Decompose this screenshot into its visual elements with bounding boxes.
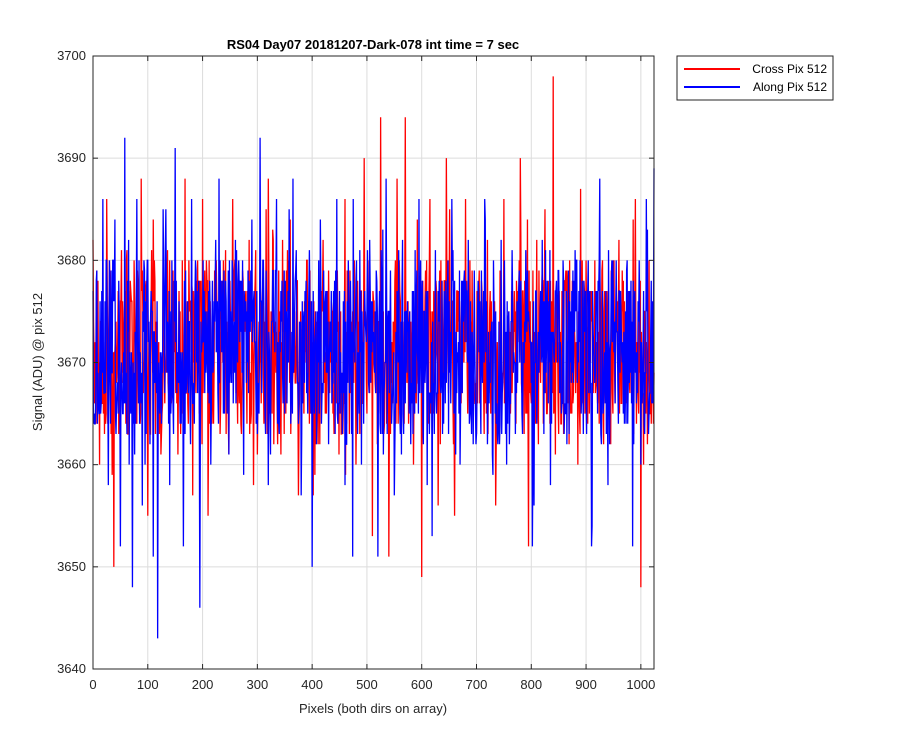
- axis-ticks: 0 100 200 300 400 500 600 700 800 900 1000 3640 3650…: [57, 48, 655, 692]
- series-line-along-pix-512: [92, 137, 655, 639]
- x-tick-label: 600: [411, 677, 433, 692]
- y-axis-label: Signal (ADU) @ pix 512: [30, 293, 45, 431]
- x-tick-label: 0: [89, 677, 96, 692]
- y-tick-label: 3670: [57, 355, 86, 370]
- y-tick-label: 3640: [57, 661, 86, 676]
- y-tick-label: 3700: [57, 48, 86, 63]
- x-tick-label: 100: [137, 677, 159, 692]
- legend: Cross Pix 512 Along Pix 512: [676, 55, 834, 101]
- y-tick-label: 3690: [57, 150, 86, 165]
- x-tick-label: 300: [247, 677, 269, 692]
- y-tick-label: 3680: [57, 252, 86, 267]
- x-tick-label: 500: [356, 677, 378, 692]
- y-tick-label: 3660: [57, 457, 86, 472]
- legend-box: [676, 55, 834, 101]
- x-tick-label: 800: [520, 677, 542, 692]
- x-tick-label: 200: [192, 677, 214, 692]
- x-tick-label: 1000: [626, 677, 655, 692]
- x-axis-label: Pixels (both dirs on array): [299, 701, 447, 716]
- legend-label-along: Along Pix 512: [753, 80, 827, 94]
- x-tick-label: 400: [301, 677, 323, 692]
- legend-label-cross: Cross Pix 512: [752, 62, 827, 76]
- chart-title: RS04 Day07 20181207-Dark-078 int time = …: [227, 37, 519, 52]
- series-layer: [92, 76, 655, 639]
- x-tick-label: 900: [575, 677, 597, 692]
- x-tick-label: 700: [466, 677, 488, 692]
- y-tick-label: 3650: [57, 559, 86, 574]
